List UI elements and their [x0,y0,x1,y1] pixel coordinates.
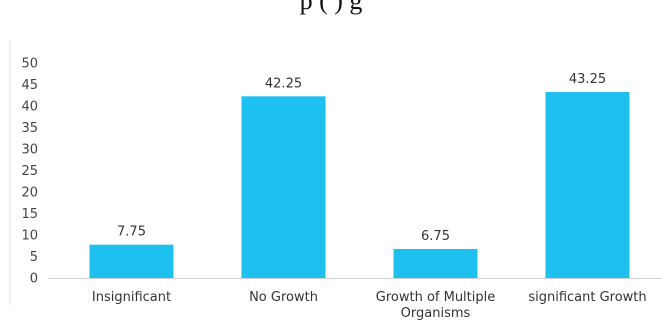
data-label: 6.75 [421,229,450,244]
y-tick-label: 35 [21,121,38,136]
x-tick-label: No Growth [249,290,318,305]
y-tick-label: 25 [21,164,38,179]
bar [241,96,326,278]
bar [393,248,478,278]
y-tick-label: 5 [30,250,38,265]
y-tick-label: 0 [30,272,38,287]
y-axis-ticks: 0 5 10 15 20 25 30 35 40 45 50 [21,57,38,287]
y-tick-label: 20 [21,186,38,201]
y-tick-label: 50 [21,57,38,72]
data-label: 42.25 [265,76,302,91]
data-label: 7.75 [117,225,146,240]
bars [89,92,630,279]
x-tick-label: Growth of Multiple [376,290,496,305]
category-labels: Insignificant No Growth Growth of Multiple… [92,290,647,321]
y-tick-label: 10 [21,229,38,244]
caption-fragment: p ( ) g [299,0,363,15]
value-labels: 7.75 42.25 6.75 43.25 [117,72,606,244]
x-tick-label: Organisms [401,306,471,320]
y-tick-label: 15 [21,207,38,222]
y-tick-label: 30 [21,143,38,158]
y-tick-label: 40 [21,100,38,115]
bar [545,92,630,279]
y-tick-label: 45 [21,78,38,93]
data-label: 43.25 [569,72,606,87]
x-tick-label: Insignificant [92,290,171,305]
bar [89,244,174,278]
x-tick-label: significant Growth [528,290,646,305]
